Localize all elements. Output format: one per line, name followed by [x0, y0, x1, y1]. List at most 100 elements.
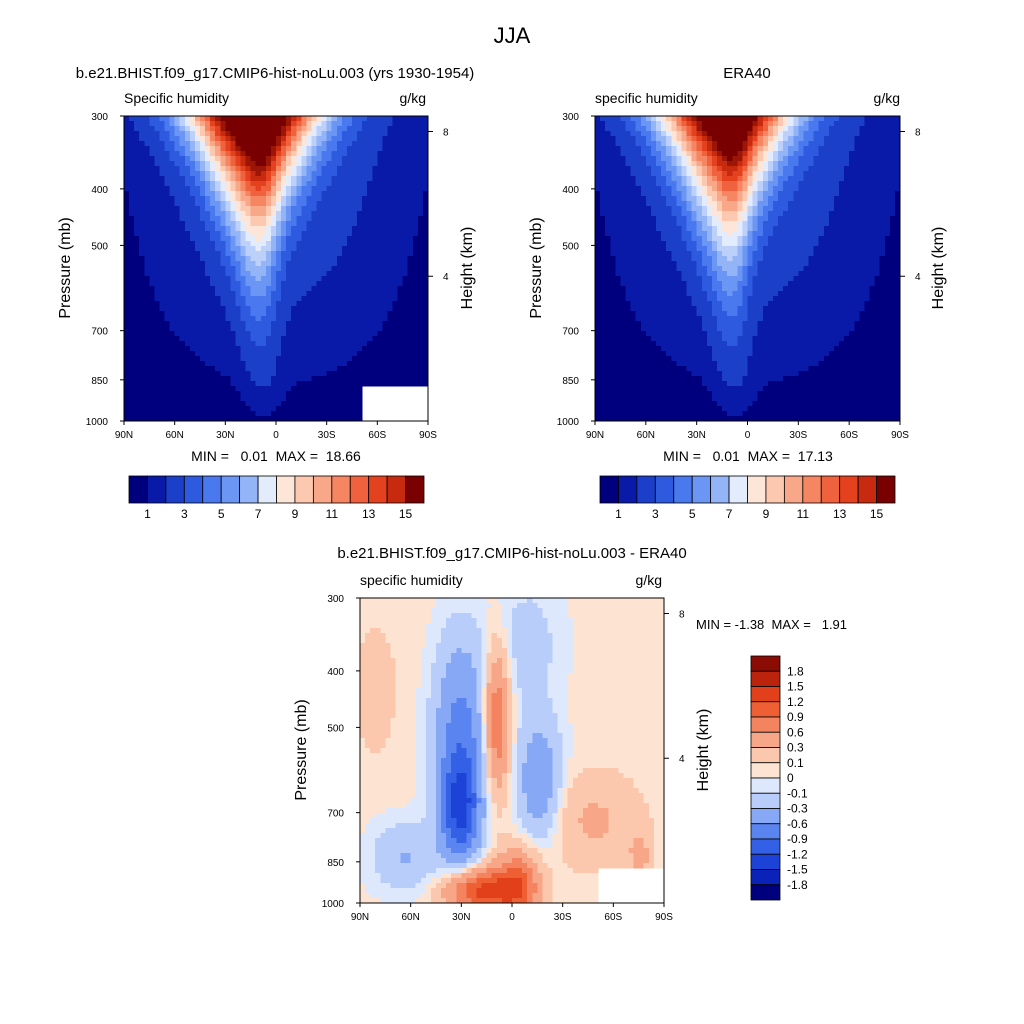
panel-era40-cell — [686, 196, 692, 202]
panel-model-cell — [301, 256, 307, 262]
panel-era40-cell — [737, 211, 743, 217]
panel-model-cell — [235, 306, 241, 312]
panel-model-cell — [392, 196, 398, 202]
panel-model-cell — [164, 361, 170, 367]
panel-model-cell — [154, 356, 160, 362]
panel-model-cell — [159, 216, 165, 222]
panel-model-cell — [412, 161, 419, 167]
panel-model-cell — [311, 271, 317, 277]
panel-model-cell — [184, 116, 191, 122]
panel-era40-cell — [752, 121, 759, 127]
panel-model-cell — [407, 186, 414, 192]
panel-model-cell — [392, 346, 398, 352]
panel-model-cell — [402, 296, 409, 302]
panel-model-cell — [154, 231, 160, 237]
panel-era40-cell — [762, 196, 769, 202]
panel-era40-cell — [671, 156, 677, 162]
panel-era40-cell — [783, 211, 789, 217]
panel-era40-cell — [615, 186, 621, 192]
panel-model-cell — [301, 391, 307, 397]
panel-model-cell — [134, 131, 140, 137]
panel-model-cell — [417, 291, 424, 297]
panel-era40-cell — [711, 151, 718, 157]
panel-era40-cell — [767, 191, 774, 197]
panel-model-cell — [154, 286, 160, 292]
panel-model-cell — [346, 256, 353, 262]
panel-model-cell — [129, 276, 135, 282]
panel-model-cell — [407, 206, 414, 212]
panel-model-cell — [387, 326, 393, 332]
panel-model-cell — [286, 191, 292, 197]
panel-era40-cell — [889, 161, 896, 167]
panel-model-cell — [422, 266, 429, 272]
panel-era40-cell — [762, 181, 769, 187]
panel-model-cell — [392, 181, 398, 187]
panel-model-cell — [326, 171, 333, 177]
panel-model-cell — [225, 251, 231, 257]
panel-era40-cell — [803, 136, 809, 142]
panel-model-cell — [220, 116, 226, 122]
panel-era40-cell — [732, 201, 738, 207]
panel-model-cell — [407, 366, 414, 372]
panel-model-cell — [301, 156, 307, 162]
panel-model-colorbar-label: 1 — [144, 507, 151, 521]
panel-model-cell — [281, 141, 287, 147]
panel-model-cell — [270, 381, 277, 387]
panel-model-cell — [184, 366, 191, 372]
panel-model-cell — [362, 331, 368, 337]
panel-model-cell — [139, 151, 145, 157]
panel-model-cell — [245, 291, 252, 297]
panel-model-cell — [169, 236, 176, 242]
panel-model-cell — [215, 401, 221, 407]
panel-model-cell — [321, 391, 328, 397]
panel-model-cell — [316, 361, 322, 367]
panel-model-cell — [230, 336, 236, 342]
panel-era40-cell — [732, 176, 738, 182]
panel-model-cell — [341, 246, 348, 252]
panel-era40-cell — [666, 191, 672, 197]
panel-model-cell — [230, 146, 236, 152]
panel-model-cell — [301, 371, 307, 377]
panel-era40-cell — [747, 226, 753, 232]
panel-era40-cell — [661, 121, 667, 127]
panel-era40-cell — [793, 181, 799, 187]
panel-model-cell — [296, 191, 302, 197]
panel-model-cell — [169, 246, 176, 252]
panel-era40-cell — [671, 191, 677, 197]
panel-model-cell — [154, 371, 160, 377]
panel-model-cell — [134, 316, 140, 322]
panel-model-cell — [245, 156, 252, 162]
panel-era40-cell — [803, 176, 809, 182]
panel-model-cell — [357, 281, 363, 287]
panel-model-cell — [392, 191, 398, 197]
panel-era40-cell — [600, 161, 606, 167]
panel-model-cell — [189, 391, 196, 397]
panel-model-cell — [194, 361, 201, 367]
panel-model-cell — [387, 361, 393, 367]
panel-model-cell — [270, 416, 277, 422]
panel-model-cell — [124, 326, 130, 332]
panel-model-cell — [311, 176, 317, 182]
panel-model-cell — [422, 191, 429, 197]
panel-model-cell — [134, 301, 140, 307]
panel-model-cell — [291, 386, 297, 392]
panel-model-cell — [270, 156, 277, 162]
panel-era40-cell — [615, 161, 621, 167]
panel-model-cell — [407, 356, 414, 362]
panel-model-cell — [352, 256, 358, 262]
panel-model-cell — [265, 366, 272, 372]
panel-model-cell — [265, 416, 272, 422]
panel-model-cell — [265, 186, 272, 192]
panel-model-cell — [215, 241, 221, 247]
panel-era40-cell — [640, 191, 647, 197]
panel-model-cell — [362, 206, 368, 212]
panel-model-cell — [367, 351, 373, 357]
panel-model-cell — [387, 166, 393, 172]
panel-model-cell — [281, 281, 287, 287]
panel-model-cell — [139, 401, 145, 407]
panel-model-cell — [265, 281, 272, 287]
panel-model-cell — [301, 146, 307, 152]
panel-model-cell — [129, 291, 135, 297]
panel-model-cell — [174, 216, 181, 222]
panel-model-cell — [301, 196, 307, 202]
